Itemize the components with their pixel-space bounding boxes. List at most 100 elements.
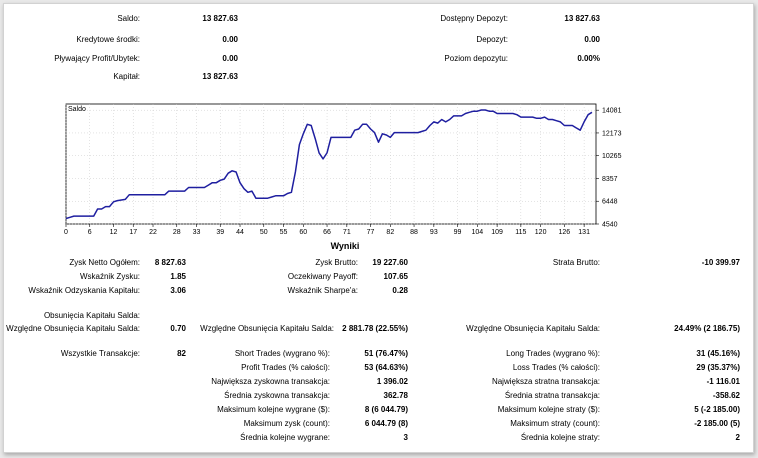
x-tick-label: 109 [491, 229, 503, 236]
x-tick-label: 77 [367, 229, 375, 236]
profit-trades-value: 53 (64.63%) [364, 363, 408, 372]
x-tick-label: 88 [410, 229, 418, 236]
zysk-netto-label: Zysk Netto Ogółem: [69, 258, 140, 267]
strata-brutto-value: -10 399.97 [701, 258, 740, 267]
zysk-brutto-label: Zysk Brutto: [315, 258, 358, 267]
report-panel [3, 3, 754, 453]
x-tick-label: 71 [343, 229, 351, 236]
max-straty-value: 5 (-2 185.00) [694, 405, 740, 414]
x-tick-label: 120 [535, 229, 547, 236]
srednia-zysk-value: 362.78 [383, 391, 408, 400]
plywajacy-label: Pływający Profit/Ubytek: [54, 54, 140, 63]
wzgledne-obs-2-label: Względne Obsunięcia Kapitału Salda: [200, 324, 334, 333]
kapital-label: Kapitał: [113, 72, 140, 81]
sharpe-label: Wskaźnik Sharpe'a: [287, 286, 358, 295]
wzgledne-obs-3-value: 24.49% (2 186.75) [674, 324, 740, 333]
wzgledne-obs-1-label: Względne Obsunięcia Kapitału Salda: [6, 324, 140, 333]
wzgledne-obs-3-label: Względne Obsunięcia Kapitału Salda: [466, 324, 600, 333]
poziom-label: Poziom depozytu: [444, 54, 508, 63]
y-tick-label: 10265 [602, 153, 622, 160]
srednia-strata-value: -358.62 [712, 391, 740, 400]
obsuniecia-header: Obsunięcia Kapitału Salda: [43, 311, 140, 320]
max-wygrane-label: Maksimum kolejne wygrane ($): [217, 405, 330, 414]
x-tick-label: 60 [299, 229, 307, 236]
balance-chart: 0 6 12 17 22 28 33 39 44 50 55 60 66 71 77 82 88 93 99 104 1… [64, 103, 622, 236]
x-tick-label: 99 [454, 229, 462, 236]
x-tick-label: 131 [578, 229, 590, 236]
zysk-netto-value: 8 827.63 [154, 258, 186, 267]
x-tick-label: 33 [193, 229, 201, 236]
wskaznik-odzyskania-value: 3.06 [170, 286, 186, 295]
sharpe-value: 0.28 [392, 286, 408, 295]
chart-title: Saldo [68, 106, 86, 113]
x-tick-label: 82 [386, 229, 394, 236]
srednia-straty-label: Średnia kolejne straty: [520, 433, 600, 442]
section-title: Wyniki [330, 241, 360, 251]
najwieksza-strata-value: -1 116.01 [706, 377, 740, 386]
profit-trades-label: Profit Trades (% całości): [241, 363, 330, 372]
y-tick-label: 6448 [602, 199, 618, 206]
wskaznik-zysku-value: 1.85 [170, 272, 186, 281]
kredytowe-label: Kredytowe środki: [76, 35, 140, 44]
max-zysk-value: 6 044.79 (8) [364, 419, 408, 428]
wzgledne-obs-2-value: 2 881.78 (22.55%) [342, 324, 408, 333]
wskaznik-odzyskania-label: Wskaźnik Odzyskania Kapitału: [28, 286, 140, 295]
max-strata-value: -2 185.00 (5) [694, 419, 740, 428]
najwieksza-zysk-value: 1 396.02 [376, 377, 408, 386]
max-zysk-label: Maksimum zysk (count): [243, 419, 330, 428]
srednia-wygrane-label: Średnia kolejne wygrane: [240, 433, 330, 442]
balance-series-line [65, 109, 593, 220]
x-tick-label: 115 [515, 229, 526, 236]
max-strata-label: Maksimum straty (count): [510, 419, 600, 428]
oczekiwany-payoff-label: Oczekiwany Payoff: [287, 272, 358, 281]
strata-brutto-label: Strata Brutto: [552, 258, 600, 267]
x-tick-label: 55 [280, 229, 288, 236]
x-tick-label: 66 [323, 229, 331, 236]
srednia-zysk-label: Średnia zyskowna transakcja: [224, 391, 330, 400]
loss-trades-value: 29 (35.37%) [696, 363, 740, 372]
plot-area [65, 103, 597, 225]
wzgledne-obs-1-value: 0.70 [170, 324, 186, 333]
x-tick-label: 39 [216, 229, 224, 236]
y-tick-label: 4540 [602, 222, 618, 229]
x-tick-label: 126 [559, 229, 571, 236]
short-trades-value: 51 (76.47%) [364, 349, 408, 358]
najwieksza-strata-label: Największa stratna transakcja: [491, 377, 600, 386]
srednia-wygrane-value: 3 [403, 433, 408, 442]
y-tick-label: 8357 [602, 176, 618, 183]
max-straty-label: Maksimum kolejne straty ($): [497, 405, 600, 414]
dostepny-label: Dostępny Depozyt: [440, 14, 508, 23]
depozyt-label: Depozyt: [476, 35, 508, 44]
wszystkie-label: Wszystkie Transakcje: [60, 349, 140, 358]
x-tick-label: 93 [430, 229, 438, 236]
x-tick-label: 22 [149, 229, 157, 236]
poziom-value: 0.00% [577, 54, 600, 63]
long-trades-label: Long Trades (wygrano %): [506, 349, 600, 358]
y-tick-label: 12173 [602, 130, 622, 137]
depozyt-value: 0.00 [584, 35, 600, 44]
zysk-brutto-value: 19 227.60 [372, 258, 408, 267]
dostepny-value: 13 827.63 [564, 14, 600, 23]
wskaznik-zysku-label: Wskaźnik Zysku: [79, 272, 140, 281]
oczekiwany-payoff-value: 107.65 [383, 272, 408, 281]
wszystkie-value: 82 [177, 349, 186, 358]
kapital-value: 13 827.63 [202, 72, 238, 81]
y-tick-label: 14081 [602, 108, 622, 115]
saldo-value: 13 827.63 [202, 14, 238, 23]
x-tick-label: 17 [129, 229, 137, 236]
srednia-strata-label: Średnia stratna transakcja: [504, 391, 600, 400]
x-tick-label: 104 [471, 229, 483, 236]
loss-trades-label: Loss Trades (% całości): [512, 363, 600, 372]
x-tick-label: 12 [110, 229, 118, 236]
x-tick-label: 44 [236, 229, 244, 236]
x-tick-label: 28 [173, 229, 181, 236]
max-wygrane-value: 8 (6 044.79) [364, 405, 408, 414]
long-trades-value: 31 (45.16%) [696, 349, 740, 358]
x-tick-label: 50 [260, 229, 268, 236]
short-trades-label: Short Trades (wygrano %): [234, 349, 330, 358]
plywajacy-value: 0.00 [222, 54, 238, 63]
x-tick-label: 6 [88, 229, 92, 236]
saldo-label: Saldo: [117, 14, 140, 23]
srednia-straty-value: 2 [735, 433, 740, 442]
kredytowe-value: 0.00 [222, 35, 238, 44]
